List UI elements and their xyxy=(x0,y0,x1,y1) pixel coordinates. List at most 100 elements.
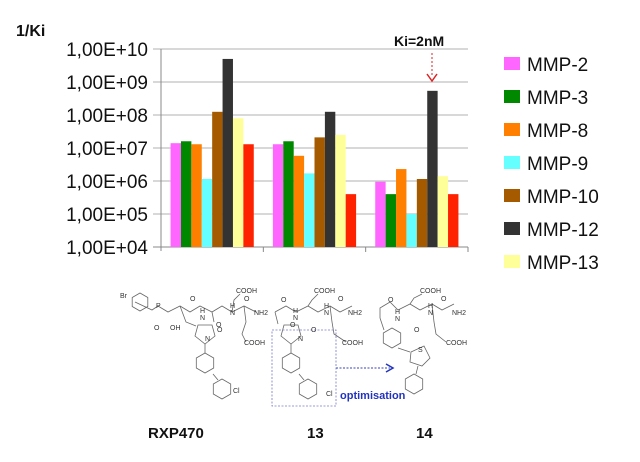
bar-mmp-9-13 xyxy=(304,173,315,247)
bar-mmp-9-14 xyxy=(406,214,417,247)
bar-mmp-10-rxp470 xyxy=(212,111,223,247)
bar-chart: 1/Ki 1,00E+04 1,00E+05 1,00E+06 1,00E+07 1,0… xyxy=(16,23,599,274)
phenyl-ring xyxy=(281,352,301,374)
atom-label-nh2: NH2 xyxy=(348,310,362,317)
atom-label-br: Br xyxy=(120,293,128,300)
atom-label-n2: N xyxy=(324,310,329,317)
atom-label-o3: O xyxy=(338,296,344,303)
bar-mmp-8-rxp470 xyxy=(191,144,202,247)
atom-label-h2: H xyxy=(324,303,329,310)
bar-mmp-2-14 xyxy=(375,181,386,247)
bar-mmp-10-14 xyxy=(416,178,428,247)
atom-label-nh2: NH2 xyxy=(452,310,466,317)
atom-label-h1: H xyxy=(293,308,298,315)
atom-label-h2: H xyxy=(230,303,235,310)
atom-label-p: P xyxy=(156,303,161,310)
legend-swatch xyxy=(504,90,520,103)
legend-label: MMP-8 xyxy=(527,121,588,142)
legend-swatch xyxy=(504,57,520,70)
atom-label-s: S xyxy=(418,347,423,354)
atom-label-n3: N xyxy=(205,336,210,343)
atom-label-o3: O xyxy=(441,296,447,303)
legend-item-mmp-13: MMP-13 xyxy=(504,253,599,274)
atom-label-o2: O xyxy=(311,327,317,334)
atom-label-n1: N xyxy=(293,315,298,322)
atom-label-h1: H xyxy=(200,308,205,315)
legend-swatch xyxy=(504,222,520,235)
legend-item-mmp-12: MMP-12 xyxy=(504,220,599,241)
legend-label: MMP-10 xyxy=(527,187,599,208)
phenyl-ring xyxy=(382,327,402,349)
bar-mmp-13-14 xyxy=(437,176,449,247)
y-tick-label: 1,00E+05 xyxy=(66,205,148,226)
compound-label-rxp470: RXP470 xyxy=(148,425,204,442)
legend-label: MMP-12 xyxy=(527,220,599,241)
atom-label-o2: O xyxy=(190,296,196,303)
compound-label-14: 14 xyxy=(416,425,433,442)
y-tick-label: 1,00E+09 xyxy=(66,73,148,94)
chemical-structures xyxy=(134,293,455,407)
legend-label: MMP-9 xyxy=(527,154,588,175)
bar-mmp-13-13 xyxy=(335,134,346,247)
y-tick-label: 1,00E+06 xyxy=(66,172,148,193)
y-tick-label: 1,00E+10 xyxy=(66,40,148,61)
legend-swatch xyxy=(504,156,520,169)
structure-14 xyxy=(379,293,455,375)
bar-series-7-14 xyxy=(448,194,459,247)
ki-annotation: Ki=2nM xyxy=(394,33,444,83)
phenyl-ring xyxy=(195,352,215,374)
atom-label-cooh1: COOH xyxy=(314,288,335,295)
legend-swatch xyxy=(504,189,520,202)
optimisation-arrow xyxy=(336,363,395,373)
bar-mmp-3-14 xyxy=(385,194,397,247)
legend-swatch xyxy=(504,123,520,136)
bar-mmp-12-13 xyxy=(324,111,336,247)
compound-label-13: 13 xyxy=(307,425,324,442)
phenyl-ring xyxy=(404,373,424,395)
bar-mmp-2-rxp470 xyxy=(170,143,181,247)
atom-label-n2: N xyxy=(428,310,433,317)
legend-item-mmp-3: MMP-3 xyxy=(504,88,588,109)
bar-mmp-10-13 xyxy=(314,137,325,247)
atom-label-o3: O xyxy=(217,327,223,334)
legend-label: MMP-2 xyxy=(527,55,588,76)
y-tick-label: 1,00E+07 xyxy=(66,139,148,160)
legend-swatch xyxy=(504,255,520,268)
y-tick-label: 1,00E+08 xyxy=(66,106,148,127)
atom-label-cooh2: COOH xyxy=(342,340,363,347)
atom-label-nh2: NH2 xyxy=(254,310,268,317)
atom-label-cl: Cl xyxy=(233,388,240,395)
bar-mmp-8-13 xyxy=(293,155,305,247)
atom-label-oh: OH xyxy=(170,325,181,332)
atom-label-o1: O xyxy=(281,297,287,304)
bar-mmp-3-13 xyxy=(283,141,294,247)
chlorophenyl-ring xyxy=(298,378,318,400)
structure-rxp470 xyxy=(134,293,257,381)
legend-label: MMP-3 xyxy=(527,88,588,109)
atom-label-o1: O xyxy=(154,325,160,332)
bar-series-7-13 xyxy=(345,194,357,247)
atom-label-h2: H xyxy=(428,303,433,310)
legend-item-mmp-8: MMP-8 xyxy=(504,121,588,142)
atom-label-cl: Cl xyxy=(326,391,333,398)
atom-label-o5: O xyxy=(216,322,222,329)
annotation-arrow-head xyxy=(426,73,438,83)
bar-mmp-2-13 xyxy=(272,144,284,247)
atom-label-o1: O xyxy=(388,297,394,304)
chlorophenyl-ring xyxy=(212,378,232,400)
annotation-text: Ki=2nM xyxy=(394,33,444,49)
atom-label-cooh2: COOH xyxy=(244,340,265,347)
bar-mmp-9-rxp470 xyxy=(201,178,213,247)
y-axis-label: 1/Ki xyxy=(16,23,45,40)
atom-label-o4: O xyxy=(244,296,250,303)
legend-label: MMP-13 xyxy=(527,253,599,274)
atom-label-cooh2: COOH xyxy=(446,340,467,347)
bar-mmp-12-14 xyxy=(427,90,438,247)
atom-label-n1: N xyxy=(200,315,205,322)
atom-label-o4: O xyxy=(290,322,296,329)
bar-mmp-8-14 xyxy=(396,169,407,247)
bar-mmp-3-rxp470 xyxy=(180,141,192,247)
legend-item-mmp-9: MMP-9 xyxy=(504,154,588,175)
